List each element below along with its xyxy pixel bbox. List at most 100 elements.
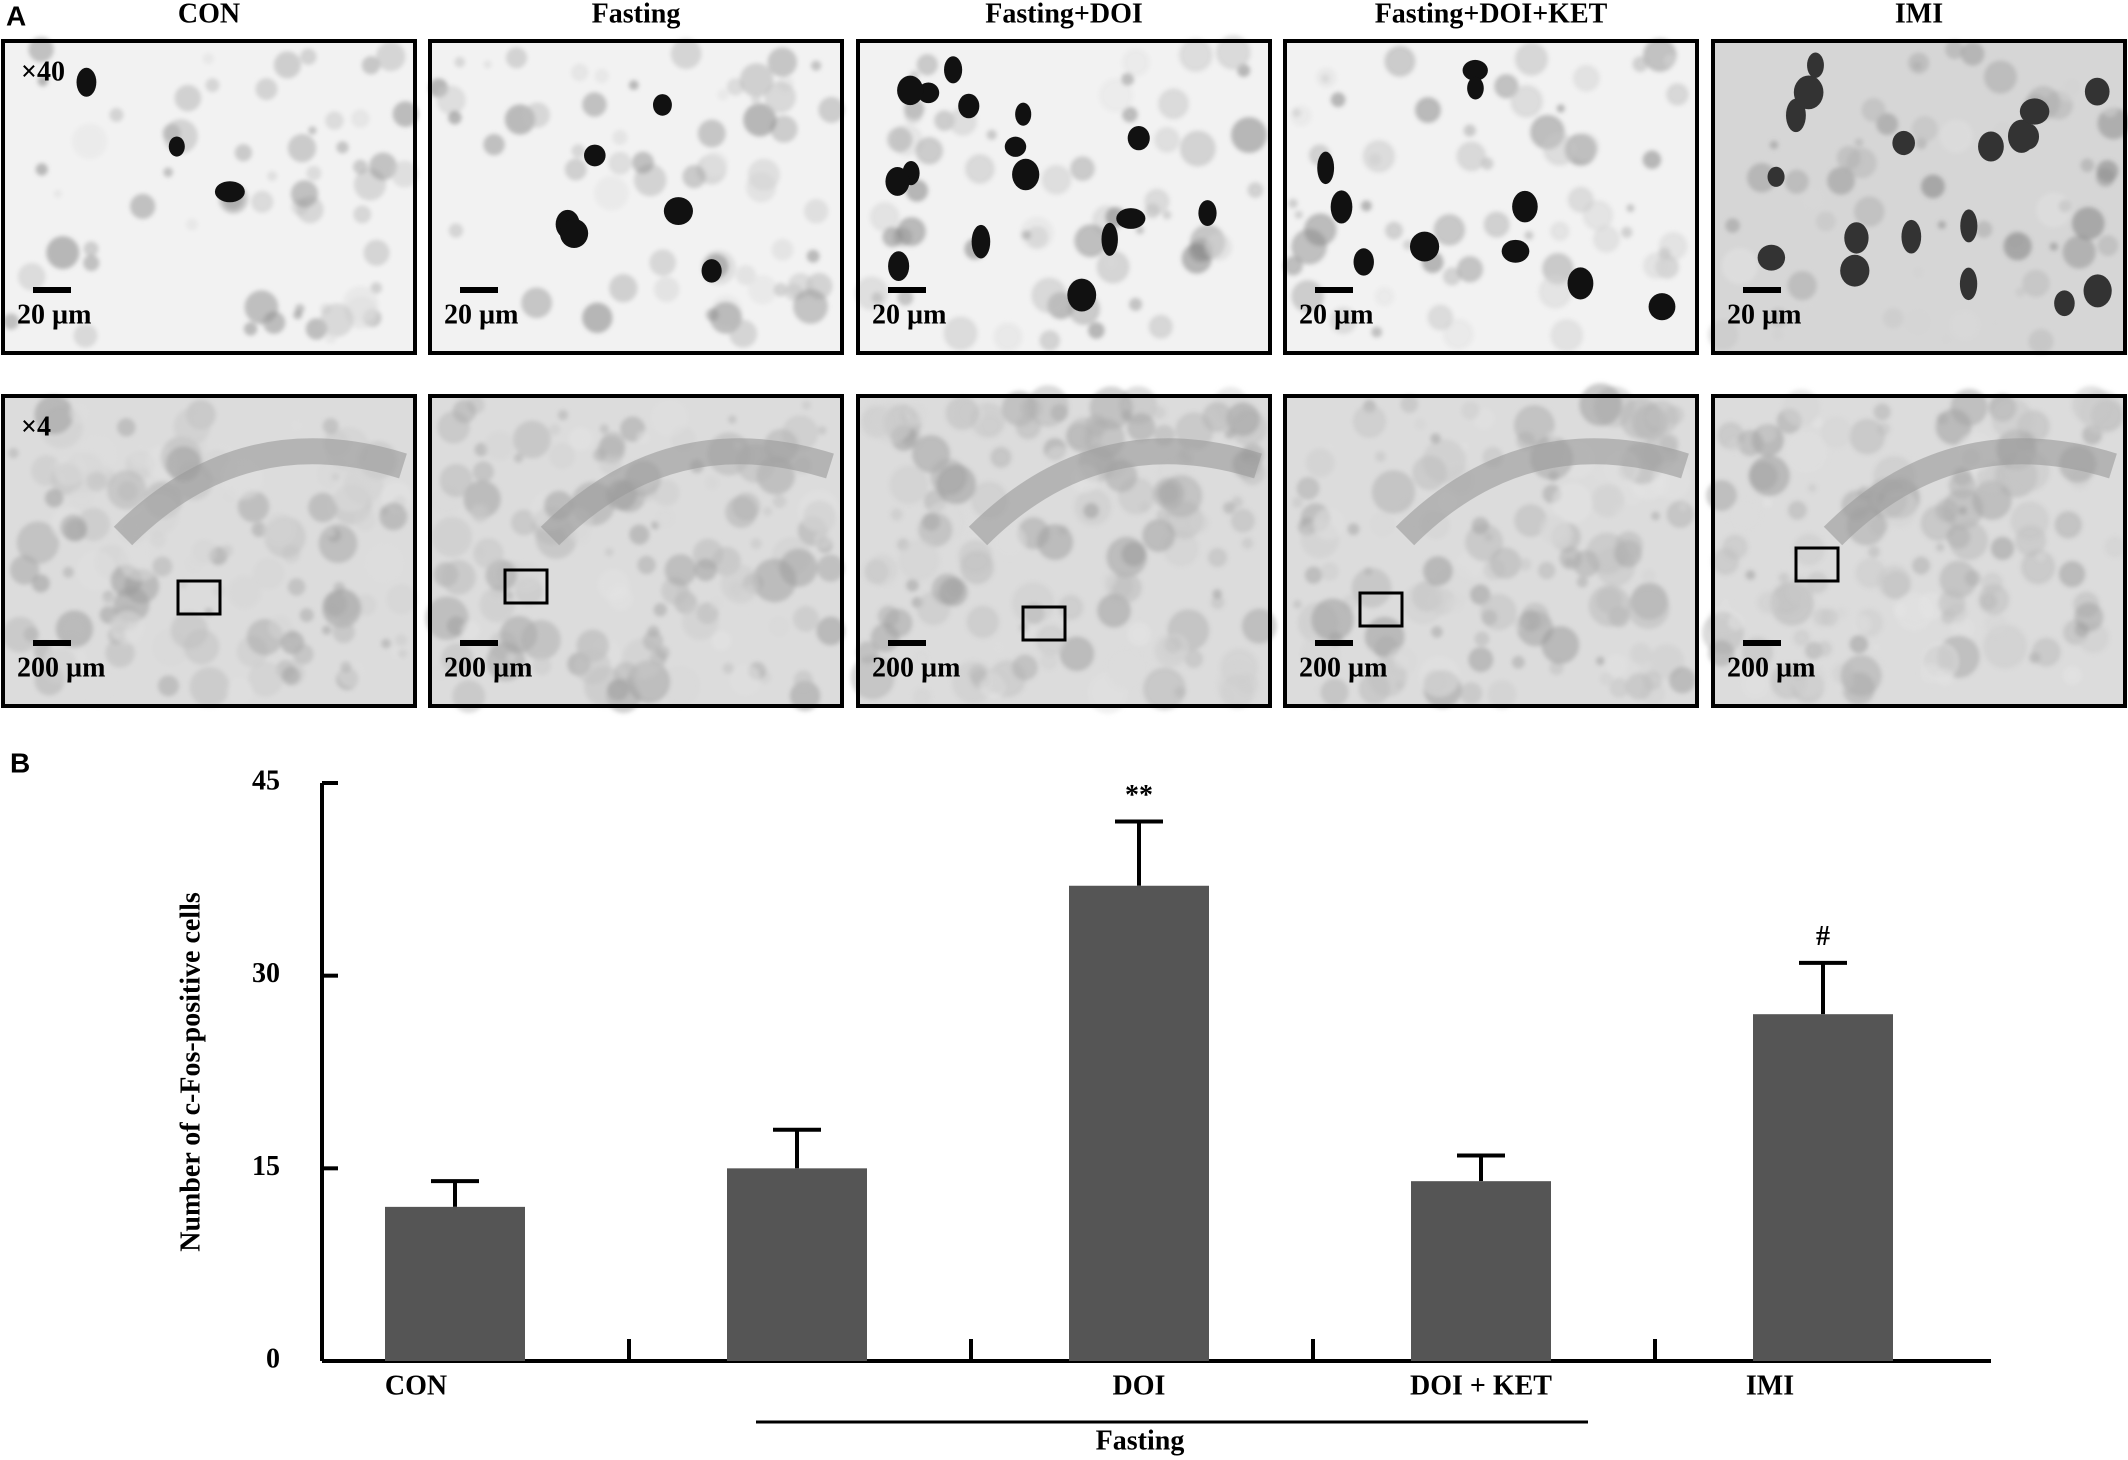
texture-blob: [287, 134, 317, 163]
texture-blob: [1291, 497, 1303, 509]
significance-label: **: [1125, 780, 1153, 811]
texture-blob: [1316, 67, 1337, 88]
texture-blob: [351, 109, 370, 128]
texture-blob: [1632, 56, 1648, 72]
texture-blob: [642, 630, 664, 652]
texture-blob: [793, 605, 819, 632]
texture-blob: [1393, 653, 1410, 670]
texture-blob: [1097, 593, 1131, 628]
texture-blob: [308, 492, 338, 523]
texture-blob: [915, 137, 943, 165]
texture-blob: [35, 163, 48, 176]
texture-blob: [369, 152, 397, 181]
texture-blob: [768, 616, 790, 637]
granule-layer: [1823, 438, 2117, 546]
texture-blob: [281, 666, 301, 685]
texture-blob: [1419, 656, 1460, 697]
texture-blob: [1793, 629, 1811, 647]
texture-blob: [2031, 637, 2061, 667]
texture-blob: [1629, 642, 1652, 665]
texture-blob: [248, 661, 284, 697]
texture-blob: [1471, 516, 1490, 535]
texture-blob: [1836, 145, 1861, 171]
texture-blob: [28, 36, 54, 63]
texture-blob: [326, 528, 336, 538]
texture-blob: [1849, 635, 1869, 654]
cell: [1844, 222, 1869, 254]
texture-blob: [1139, 502, 1150, 513]
texture-blob: [1949, 521, 1989, 561]
texture-blob: [886, 577, 895, 586]
texture-blob: [1152, 477, 1185, 510]
y-tick-label: 30: [252, 958, 280, 989]
texture-blob: [119, 538, 161, 581]
magnification-label: ×4: [21, 411, 51, 442]
texture-blob: [2097, 107, 2128, 140]
cell: [2007, 119, 2036, 153]
texture-blob: [814, 530, 833, 550]
texture-blob: [2074, 602, 2104, 632]
bar: [1753, 1014, 1893, 1361]
roi-box: [503, 568, 549, 605]
texture-blob: [1360, 200, 1372, 212]
texture-blob: [1400, 395, 1419, 414]
texture: [1708, 40, 2128, 355]
texture-blob: [1442, 267, 1461, 286]
texture-blob: [1304, 213, 1337, 246]
texture-blob: [1290, 105, 1312, 127]
texture-blob: [1247, 182, 1264, 198]
texture-blob: [1894, 592, 1934, 632]
panel-label: B: [10, 747, 30, 778]
texture-blob: [332, 620, 355, 644]
texture-blob: [1941, 334, 1952, 344]
texture-blob: [324, 331, 337, 344]
texture-blob: [1827, 166, 1855, 195]
texture-blob: [436, 85, 466, 115]
texture-blob: [1224, 428, 1235, 439]
texture-blob: [803, 198, 829, 224]
texture-blob: [993, 524, 1027, 558]
texture-blob: [918, 512, 953, 547]
texture-blob: [1215, 35, 1251, 70]
texture-blob: [1758, 424, 1776, 443]
texture-blob: [1920, 663, 1941, 685]
texture-blob: [267, 170, 278, 182]
texture-blob: [520, 619, 561, 660]
texture-blob: [709, 596, 724, 611]
texture-blob: [913, 650, 929, 666]
texture-blob: [1414, 418, 1427, 431]
texture-blob: [1576, 576, 1589, 588]
texture-blob: [1050, 404, 1069, 422]
texture-blob: [1456, 256, 1483, 283]
texture-blob: [1816, 640, 1832, 657]
texture-blob: [1851, 614, 1872, 635]
texture-blob: [289, 418, 305, 434]
texture-blob: [1572, 64, 1600, 92]
texture-blob: [600, 431, 626, 457]
texture-blob: [353, 205, 372, 224]
bar: [1069, 885, 1209, 1361]
texture-blob: [702, 151, 728, 177]
texture-blob: [1921, 174, 1945, 199]
texture-blob: [102, 594, 116, 608]
texture-blob: [898, 539, 940, 581]
texture-blob: [762, 506, 773, 516]
texture-blob: [221, 544, 234, 557]
texture-blob: [1311, 598, 1354, 642]
texture-blob: [1148, 314, 1173, 339]
cell: [1567, 267, 1594, 300]
texture-blob: [1330, 92, 1346, 108]
micrograph: 200 µm: [425, 394, 846, 714]
texture-blob: [205, 78, 220, 93]
micrograph-frame: [1711, 394, 2127, 708]
texture-blob: [226, 677, 254, 705]
cell: [1409, 231, 1440, 262]
texture-blob: [1511, 655, 1525, 669]
texture-blob: [816, 554, 845, 582]
texture-blob: [1135, 226, 1145, 235]
texture-blob: [2028, 329, 2054, 355]
texture-blob: [1935, 498, 1959, 522]
micrograph: 200 µm: [850, 385, 1277, 714]
texture-blob: [1745, 570, 1756, 580]
